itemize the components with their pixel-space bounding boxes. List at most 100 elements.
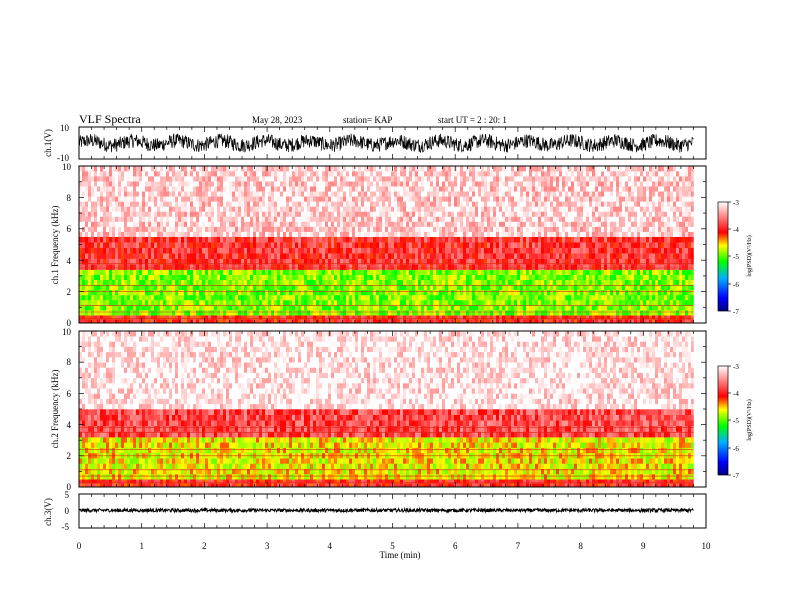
spectrogram-cell xyxy=(421,269,425,275)
spectrogram-cell xyxy=(190,305,194,311)
spectrogram-cell xyxy=(331,284,335,291)
spectrogram-cell xyxy=(529,216,533,222)
spectrogram-cell xyxy=(409,247,413,254)
spectrogram-cell xyxy=(517,310,521,316)
spectrogram-cell xyxy=(106,242,110,248)
spectrogram-cell xyxy=(331,236,335,243)
spectrogram-cell xyxy=(568,221,572,227)
spectrogram-cell xyxy=(286,264,290,270)
spectrogram-cell xyxy=(586,274,590,281)
spectrogram-cell xyxy=(631,315,635,320)
spectrogram-cell xyxy=(517,294,521,301)
spectrogram-cell xyxy=(616,294,620,301)
spectrogram-cell xyxy=(163,299,167,306)
spectrogram-cell xyxy=(133,319,137,324)
spectrogram-cell xyxy=(109,299,113,306)
spectrogram-cell xyxy=(187,289,191,296)
spectrogram-cell xyxy=(136,269,140,275)
spectrogram-cell xyxy=(292,247,296,254)
spectrogram-cell xyxy=(559,258,563,265)
spectrogram-cell xyxy=(100,258,104,265)
spectrogram-cell xyxy=(502,201,506,207)
spectrogram-cell xyxy=(205,258,209,265)
spectrogram-cell xyxy=(508,201,512,207)
spectrogram-cell xyxy=(364,253,368,259)
spectrogram-cell xyxy=(361,242,365,248)
spectrogram-cell xyxy=(316,294,320,301)
spectrogram-cell xyxy=(259,231,263,237)
spectrogram-cell xyxy=(484,247,488,254)
spectrogram-cell xyxy=(583,274,587,281)
spectrogram-cell xyxy=(157,216,161,222)
spectrogram-cell xyxy=(97,289,101,296)
spectrogram-cell xyxy=(211,226,215,232)
spectrogram-cell xyxy=(580,221,584,227)
spectrogram-cell xyxy=(241,258,245,265)
spectrogram-cell xyxy=(493,216,497,222)
spectrogram-cell xyxy=(433,221,437,227)
spectrogram-cell xyxy=(349,310,353,316)
spectrogram-cell xyxy=(331,269,335,275)
spectrogram-cell xyxy=(526,319,530,324)
spectrogram-cell xyxy=(292,264,296,270)
spectrogram-cell xyxy=(604,284,608,291)
spectrogram-cell xyxy=(457,206,461,212)
spectrogram-cell xyxy=(664,253,668,259)
spectrogram-cell xyxy=(364,211,368,217)
spectrogram-cell xyxy=(301,221,305,227)
spectrogram-cell xyxy=(682,231,686,237)
spectrogram-cell xyxy=(100,289,104,296)
spectrogram-cell xyxy=(397,211,401,217)
spectrogram-cell xyxy=(346,221,350,227)
spectrogram-cell xyxy=(511,242,515,248)
spectrogram-cell xyxy=(154,274,158,281)
spectrogram-cell xyxy=(541,284,545,291)
spectrogram-cell xyxy=(667,279,671,286)
spectrogram-cell xyxy=(148,294,152,301)
spectrogram-cell xyxy=(118,315,122,320)
spectrogram-cell xyxy=(142,236,146,243)
spectrogram-cell xyxy=(313,319,317,324)
spectrogram-cell xyxy=(127,315,131,320)
spectrogram-cell xyxy=(550,221,554,227)
spectrogram-cell xyxy=(121,216,125,222)
spectrogram-cell xyxy=(457,289,461,296)
spectrogram-cell xyxy=(136,242,140,248)
spectrogram-cell xyxy=(124,242,128,248)
spectrogram-cell xyxy=(430,253,434,259)
spectrogram-cell xyxy=(157,305,161,311)
spectrogram-cell xyxy=(100,236,104,243)
spectrogram-cell xyxy=(649,211,653,217)
spectrogram-cell xyxy=(277,284,281,291)
spectrogram-cell xyxy=(277,310,281,316)
spectrogram-cell xyxy=(307,211,311,217)
spectrogram-cell xyxy=(100,269,104,275)
spectrogram-cell xyxy=(196,310,200,316)
spectrogram-cell xyxy=(358,274,362,281)
spectrogram-cell xyxy=(205,216,209,222)
spectrogram-cell xyxy=(529,221,533,227)
spectrogram-cell xyxy=(460,236,464,243)
spectrogram-cell xyxy=(574,236,578,243)
spectrogram-cell xyxy=(190,201,194,207)
spectrogram-cell xyxy=(325,206,329,212)
spectrogram-cell xyxy=(286,247,290,254)
spectrogram-cell xyxy=(142,274,146,281)
spectrogram-cell xyxy=(322,274,326,281)
spectrogram-cell xyxy=(547,242,551,248)
spectrogram-cell xyxy=(337,236,341,243)
spectrogram-cell xyxy=(595,289,599,296)
spectrogram-cell xyxy=(178,289,182,296)
spectrogram-cell xyxy=(472,269,476,275)
spectrogram-cell xyxy=(142,231,146,237)
spectrogram-cell xyxy=(235,247,239,254)
spectrogram-cell xyxy=(625,289,629,296)
spectrogram-cell xyxy=(268,242,272,248)
spectrogram-cell xyxy=(442,279,446,286)
spectrogram-cell xyxy=(238,206,242,212)
spectrogram-cell xyxy=(307,294,311,301)
spectrogram-cell xyxy=(199,319,203,324)
spectrogram-cell xyxy=(445,269,449,275)
spectrogram-cell xyxy=(97,236,101,243)
spectrogram-cell xyxy=(643,242,647,248)
